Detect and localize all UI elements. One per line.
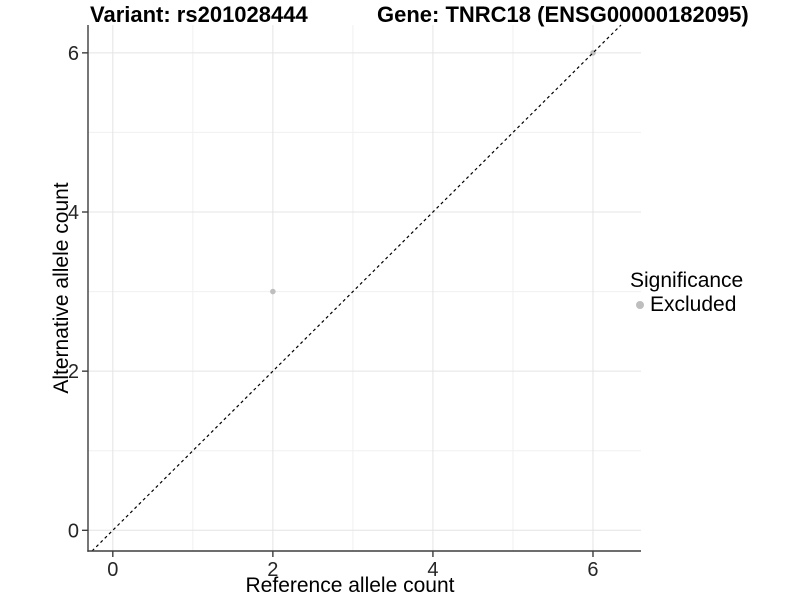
x-axis-label: Reference allele count — [245, 574, 455, 597]
legend: Significance Excluded — [630, 269, 743, 317]
y-tick-label: 6 — [68, 43, 79, 65]
plot-title-gene: Gene: TNRC18 (ENSG00000182095) — [377, 2, 749, 27]
y-tick-label: 2 — [68, 361, 79, 383]
y-axis-label: Alternative allele count — [50, 182, 73, 394]
x-tick-label: 4 — [427, 559, 438, 581]
y-tick-label: 4 — [68, 202, 79, 224]
identity-dashed-line — [91, 24, 622, 552]
plot-title-variant: Variant: rs201028444 — [90, 2, 308, 27]
excluded-point-icon — [636, 301, 644, 309]
x-tick-label: 2 — [267, 559, 278, 581]
legend-entry-excluded: Excluded — [630, 293, 743, 317]
legend-title: Significance — [630, 269, 744, 292]
legend-entry-label: Excluded — [650, 293, 737, 316]
x-tick-label: 0 — [107, 559, 118, 581]
data-point — [270, 288, 276, 295]
x-tick-label: 6 — [587, 559, 598, 581]
y-tick-label: 0 — [68, 520, 79, 542]
